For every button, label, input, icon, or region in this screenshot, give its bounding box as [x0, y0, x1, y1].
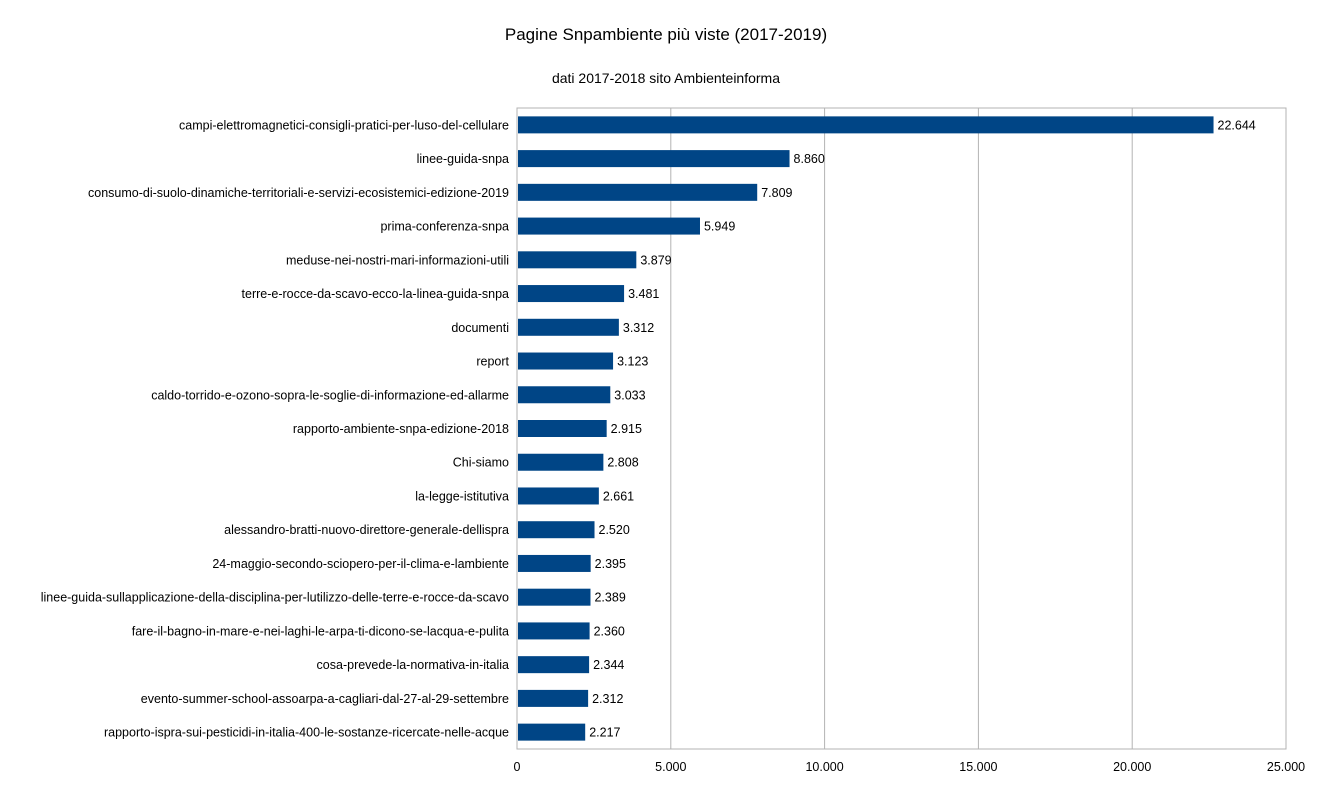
bar — [518, 622, 590, 640]
bar — [518, 689, 589, 707]
data-label: 2.395 — [595, 557, 626, 571]
x-tick-label: 10.000 — [805, 760, 843, 774]
category-label: prima-conferenza-snpa — [380, 220, 509, 234]
category-label: rapporto-ispra-sui-pesticidi-in-italia-4… — [104, 726, 509, 740]
category-label: meduse-nei-nostri-mari-informazioni-util… — [286, 253, 509, 267]
category-label: la-legge-istitutiva — [415, 489, 509, 503]
bar — [518, 116, 1214, 134]
bar — [518, 453, 604, 471]
data-label: 22.644 — [1218, 118, 1256, 132]
data-label: 2.360 — [594, 624, 625, 638]
category-label: campi-elettromagnetici-consigli-pratici-… — [179, 118, 509, 132]
bar — [518, 352, 614, 370]
data-label: 3.879 — [640, 253, 671, 267]
data-label: 2.520 — [599, 523, 630, 537]
category-label: evento-summer-school-assoarpa-a-cagliari… — [141, 692, 509, 706]
category-label: caldo-torrido-e-ozono-sopra-le-soglie-di… — [151, 388, 509, 402]
bar — [518, 217, 700, 235]
category-label: documenti — [451, 321, 509, 335]
bar — [518, 521, 595, 539]
data-label: 2.808 — [607, 456, 638, 470]
x-tick-label: 5.000 — [655, 760, 686, 774]
category-label: alessandro-bratti-nuovo-direttore-genera… — [224, 523, 509, 537]
x-tick-label: 0 — [514, 760, 521, 774]
data-label: 3.481 — [628, 287, 659, 301]
bar — [518, 251, 637, 269]
category-label: report — [476, 355, 509, 369]
data-label: 2.389 — [594, 591, 625, 605]
chart-subtitle: dati 2017-2018 sito Ambienteinforma — [551, 70, 781, 86]
category-label: 24-maggio-secondo-sciopero-per-il-clima-… — [212, 557, 509, 571]
x-tick-label: 15.000 — [959, 760, 997, 774]
data-label: 7.809 — [761, 186, 792, 200]
x-tick-labels: 0 5.000 10.000 15.000 20.000 25.000 — [514, 760, 1306, 774]
data-label: 8.860 — [794, 152, 825, 166]
category-label: rapporto-ambiente-snpa-edizione-2018 — [293, 422, 509, 436]
bar — [518, 588, 591, 606]
data-label: 3.033 — [614, 388, 645, 402]
data-label: 2.217 — [589, 726, 620, 740]
data-label: 2.312 — [592, 692, 623, 706]
value-labels: 22.644 8.860 7.809 5.949 3.879 3.481 3.312 3.12… — [589, 118, 1256, 739]
bar — [518, 150, 790, 168]
category-label: cosa-prevede-la-normativa-in-italia — [317, 658, 509, 672]
bar — [518, 318, 619, 336]
category-label: Chi-siamo — [453, 456, 509, 470]
gridlines — [516, 107, 1287, 750]
bar — [518, 285, 625, 303]
bar — [518, 386, 611, 404]
data-label: 3.123 — [617, 355, 648, 369]
x-tick-label: 25.000 — [1267, 760, 1305, 774]
bar — [518, 183, 758, 201]
bar — [518, 487, 599, 505]
bar — [518, 554, 591, 572]
bars — [518, 116, 1214, 741]
data-label: 2.661 — [603, 489, 634, 503]
data-label: 3.312 — [623, 321, 654, 335]
category-label: fare-il-bagno-in-mare-e-nei-laghi-le-arp… — [132, 624, 509, 638]
data-label: 2.915 — [611, 422, 642, 436]
bar — [518, 723, 586, 741]
bar — [518, 656, 590, 674]
category-label: linee-guida-snpa — [417, 152, 509, 166]
category-label: linee-guida-sullapplicazione-della-disci… — [41, 591, 509, 605]
x-tick-label: 20.000 — [1113, 760, 1151, 774]
category-label: terre-e-rocce-da-scavo-ecco-la-linea-gui… — [242, 287, 510, 301]
category-label: consumo-di-suolo-dinamiche-territoriali-… — [88, 186, 509, 200]
category-labels: campi-elettromagnetici-consigli-pratici-… — [41, 118, 510, 739]
chart-title: Pagine Snpambiente più viste (2017-2019) — [504, 25, 828, 44]
data-label: 2.344 — [593, 658, 624, 672]
bar — [518, 420, 607, 437]
data-label: 5.949 — [704, 220, 735, 234]
